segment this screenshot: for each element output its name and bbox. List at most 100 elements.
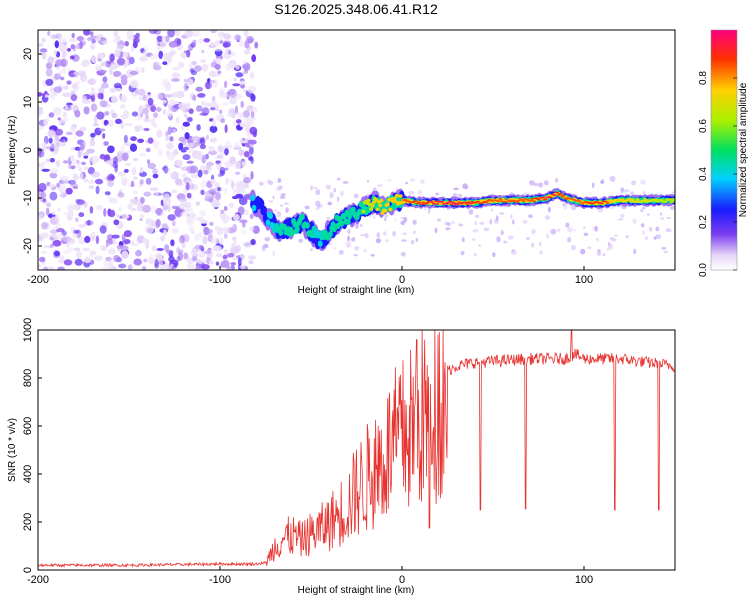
noise-blob — [160, 212, 165, 217]
x-tick-label: 100 — [575, 274, 593, 286]
noise-blob — [95, 66, 102, 71]
noise-blob — [602, 253, 606, 257]
noise-blob — [171, 78, 180, 82]
noise-blob — [111, 112, 118, 119]
noise-blob — [268, 180, 274, 185]
noise-blob — [124, 41, 129, 47]
noise-blob — [264, 237, 271, 242]
noise-blob — [132, 41, 138, 49]
noise-blob — [238, 39, 244, 47]
signal-blob — [370, 204, 375, 208]
noise-blob — [64, 105, 69, 110]
noise-blob — [89, 139, 96, 147]
noise-blob — [239, 123, 247, 128]
noise-blob — [99, 69, 108, 74]
noise-blob — [186, 160, 194, 164]
noise-blob — [52, 240, 62, 247]
noise-blob — [142, 238, 150, 244]
noise-blob — [106, 123, 115, 128]
signal-blob — [295, 225, 300, 233]
noise-blob — [66, 80, 72, 85]
noise-blob — [315, 189, 321, 196]
y-tick-label: -10 — [22, 190, 34, 206]
noise-blob — [567, 226, 573, 233]
noise-blob — [102, 40, 109, 45]
noise-blob — [41, 141, 47, 150]
noise-blob — [79, 41, 83, 49]
noise-blob — [240, 83, 246, 89]
noise-blob — [183, 78, 188, 83]
noise-blob — [156, 129, 163, 138]
snr-y-axis: 0 200 400 600 800 1000 — [22, 318, 42, 573]
noise-blob — [109, 175, 116, 181]
noise-blob — [495, 215, 499, 221]
noise-blob — [199, 112, 208, 116]
noise-blob — [92, 122, 99, 127]
x-tick-label: 0 — [399, 574, 405, 586]
noise-blob — [71, 32, 75, 39]
noise-blob — [53, 91, 58, 97]
noise-blob — [212, 73, 222, 77]
noise-blob — [169, 50, 174, 58]
noise-blob — [107, 145, 115, 154]
noise-blob — [49, 183, 55, 188]
noise-blob — [410, 240, 415, 245]
noise-blob — [641, 230, 646, 236]
noise-blob — [640, 179, 646, 185]
noise-blob — [185, 182, 190, 191]
noise-blob — [507, 235, 514, 240]
noise-blob — [149, 53, 158, 60]
signal-blob — [530, 199, 534, 201]
noise-blob — [412, 230, 416, 234]
noise-blob — [89, 206, 94, 214]
y-tick-label: 800 — [22, 369, 34, 387]
noise-blob — [445, 227, 451, 231]
noise-blob — [114, 49, 121, 58]
noise-blob — [250, 156, 254, 164]
noise-blob — [155, 219, 161, 228]
noise-blob — [197, 38, 204, 44]
spectrogram-noise-field — [38, 30, 675, 270]
noise-blob — [162, 109, 167, 115]
noise-blob — [131, 243, 140, 247]
noise-blob — [146, 228, 154, 234]
noise-blob — [234, 34, 242, 41]
noise-blob — [180, 201, 186, 206]
noise-blob — [224, 187, 228, 195]
noise-blob — [538, 241, 542, 247]
noise-blob — [121, 250, 129, 259]
signal-blob — [564, 198, 568, 200]
noise-blob — [163, 94, 173, 98]
signal-blob — [522, 200, 526, 202]
noise-blob — [203, 38, 211, 43]
noise-blob — [239, 160, 249, 164]
noise-blob — [231, 180, 235, 190]
noise-blob — [276, 211, 282, 217]
noise-blob — [223, 33, 232, 40]
noise-blob — [121, 152, 129, 161]
noise-blob — [235, 93, 243, 99]
noise-blob — [200, 264, 210, 270]
noise-blob — [186, 102, 191, 109]
noise-blob — [225, 176, 229, 186]
noise-blob — [522, 219, 528, 224]
noise-blob — [235, 64, 240, 70]
noise-blob — [336, 177, 341, 181]
noise-blob — [45, 207, 50, 216]
noise-blob — [436, 218, 442, 222]
noise-blob — [187, 207, 194, 213]
noise-blob — [660, 216, 664, 221]
noise-blob — [183, 201, 192, 209]
noise-blob — [246, 133, 253, 137]
noise-blob — [214, 40, 220, 47]
noise-blob — [70, 183, 78, 188]
signal-blob — [517, 199, 521, 202]
noise-blob — [171, 220, 176, 227]
noise-blob — [137, 88, 146, 96]
noise-blob — [228, 59, 237, 69]
signal-blob — [531, 197, 535, 200]
signal-blob — [449, 203, 454, 205]
noise-blob — [120, 74, 128, 81]
noise-blob — [139, 179, 144, 185]
noise-blob — [194, 233, 200, 242]
